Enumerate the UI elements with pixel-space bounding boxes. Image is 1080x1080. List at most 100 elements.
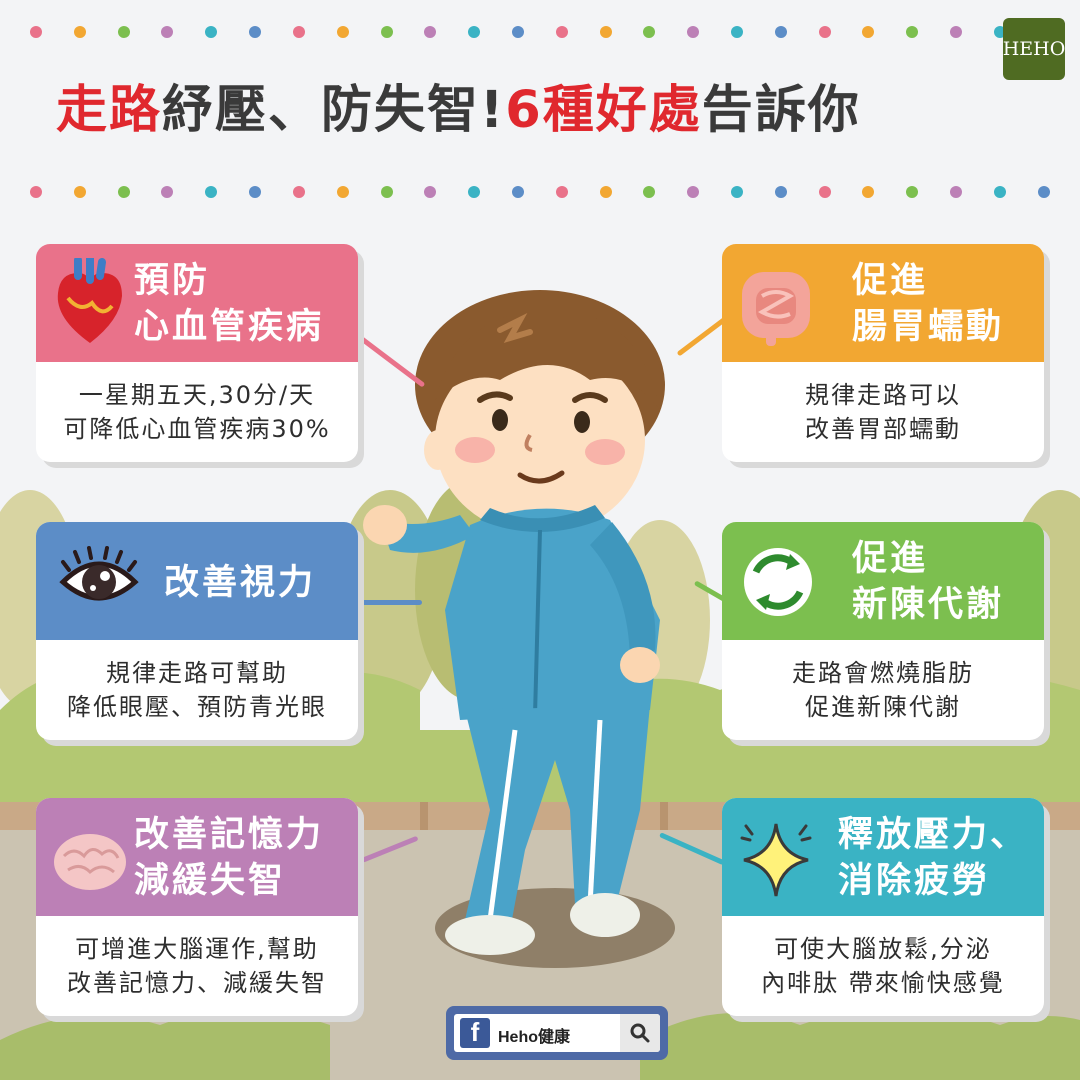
card-title: 釋放壓力、 消除疲勞 (838, 812, 1028, 904)
decorative-dot (731, 186, 743, 198)
eyebrow (572, 392, 608, 403)
card-title: 預防 心血管疾病 (134, 258, 324, 350)
page-title: 走路紓壓、防失智!6種好處告訴你 (56, 68, 861, 142)
shoe (570, 893, 640, 937)
decorative-dot (117, 186, 130, 198)
decorative-dot (249, 26, 262, 38)
card-text-line: 規律走路可以 (805, 381, 961, 409)
decorative-dot (555, 186, 568, 198)
card-header: 釋放壓力、 消除疲勞 (722, 798, 1044, 916)
title-part-stress: 紓壓、防失智! (162, 81, 506, 140)
decorative-dot (643, 26, 656, 38)
fence-post (660, 802, 668, 830)
decorative-dot (643, 186, 656, 198)
card-header: 改善記憶力 減緩失智 (36, 798, 358, 916)
decorative-dot (818, 186, 831, 198)
card-title-line: 釋放壓力、 (838, 815, 1029, 855)
decorative-dot (862, 186, 875, 198)
top-dot-row (30, 24, 1050, 40)
search-icon (630, 1023, 650, 1043)
decorative-dot (73, 186, 86, 198)
intestine-icon (742, 272, 810, 346)
card-header: 促進 新陳代謝 (722, 522, 1044, 640)
decorative-dot (205, 26, 218, 38)
card-text-line: 降低眼壓、預防青光眼 (67, 693, 327, 721)
facebook-page-bar[interactable]: f Heho健康 (446, 1006, 668, 1060)
benefit-card-brain: 改善記憶力 減緩失智 可增進大腦運作,幫助 改善記憶力、減緩失智 (36, 798, 358, 1016)
decorative-dot (336, 186, 349, 198)
decorative-dot (993, 186, 1006, 198)
walking-boy-illustration (363, 290, 665, 955)
hood (480, 505, 605, 533)
card-text-line: 規律走路可幫助 (106, 659, 288, 687)
decorative-dot (1037, 186, 1050, 198)
card-title-line: 促進 (852, 539, 929, 579)
hair-fringe (435, 310, 660, 410)
eyebrow (477, 391, 513, 403)
card-header: 預防 心血管疾病 (36, 244, 358, 362)
cheek (585, 439, 625, 465)
card-body: 規律走路可幫助 降低眼壓、預防青光眼 (36, 640, 358, 740)
title-part-benefits: 6種好處 (505, 81, 702, 140)
decorative-dot (424, 186, 437, 198)
title-part-tell-you: 告訴你 (701, 81, 861, 140)
decorative-dot (73, 26, 86, 38)
decorative-dot (380, 26, 393, 38)
card-title-line: 減緩失智 (134, 861, 287, 901)
card-title-line: 改善記憶力 (134, 815, 325, 855)
decorative-dot (30, 186, 42, 198)
card-header: 促進 腸胃蠕動 (722, 244, 1044, 362)
benefit-card-eye: 改善視力 規律走路可幫助 降低眼壓、預防青光眼 (36, 522, 358, 740)
card-title-line: 新陳代謝 (852, 585, 1005, 625)
heho-logo[interactable]: HEHO (1003, 18, 1065, 80)
decorative-dot (468, 26, 481, 38)
connector-eye (360, 600, 422, 605)
card-title-line: 腸胃蠕動 (852, 307, 1005, 347)
decorative-dot (774, 186, 787, 198)
decorative-dot (292, 186, 305, 198)
benefit-card-stress: 釋放壓力、 消除疲勞 可使大腦放鬆,分泌 內啡肽 帶來愉快感覺 (722, 798, 1044, 1016)
benefit-card-heart: 預防 心血管疾病 一星期五天,30分/天 可降低心血管疾病30% (36, 244, 358, 462)
facebook-search-box[interactable]: f Heho健康 (454, 1014, 660, 1052)
bottom-bush (640, 1007, 1080, 1080)
decorative-dot (950, 26, 963, 38)
decorative-dot (380, 186, 393, 198)
card-title-line: 消除疲勞 (838, 861, 991, 901)
decorative-dot (993, 26, 1006, 38)
card-header: 改善視力 (36, 522, 358, 640)
benefit-card-gut: 促進 腸胃蠕動 規律走路可以 改善胃部蠕動 (722, 244, 1044, 462)
card-title: 促進 腸胃蠕動 (852, 258, 1004, 350)
eye (574, 411, 590, 433)
decorative-dot (336, 26, 349, 38)
pants-stripe (587, 719, 603, 906)
eye-icon (59, 546, 139, 601)
decorative-dot (292, 26, 305, 38)
decorative-dot (555, 26, 568, 38)
mouth (517, 470, 565, 484)
cheek (455, 437, 495, 463)
benefit-card-metabolism: 促進 新陳代謝 走路會燃燒脂肪 促進新陳代謝 (722, 522, 1044, 740)
decorative-dot (117, 26, 130, 38)
decorative-dot (161, 186, 174, 198)
bottom-bush (0, 1010, 330, 1080)
facebook-logo-icon: f (460, 1017, 490, 1048)
eye (492, 409, 508, 431)
decorative-dot (511, 26, 524, 38)
fist-right (620, 647, 660, 683)
pants-stripe (487, 729, 518, 921)
search-button[interactable] (620, 1014, 660, 1052)
card-text-line: 可降低心血管疾病30% (63, 415, 331, 443)
recycle-arrows-icon (744, 548, 812, 616)
decorative-dot (731, 26, 743, 38)
decorative-dot (424, 26, 437, 38)
fist-left (363, 505, 407, 545)
brain-icon (54, 834, 126, 890)
card-text-line: 走路會燃燒脂肪 (792, 659, 974, 687)
shoe (445, 915, 535, 955)
decorative-dot (774, 26, 787, 38)
card-title-line: 心血管疾病 (134, 307, 325, 347)
decorative-dot (161, 26, 174, 38)
card-text-line: 可使大腦放鬆,分泌 (774, 935, 992, 963)
card-title: 改善記憶力 減緩失智 (134, 812, 324, 904)
nose (524, 433, 533, 452)
